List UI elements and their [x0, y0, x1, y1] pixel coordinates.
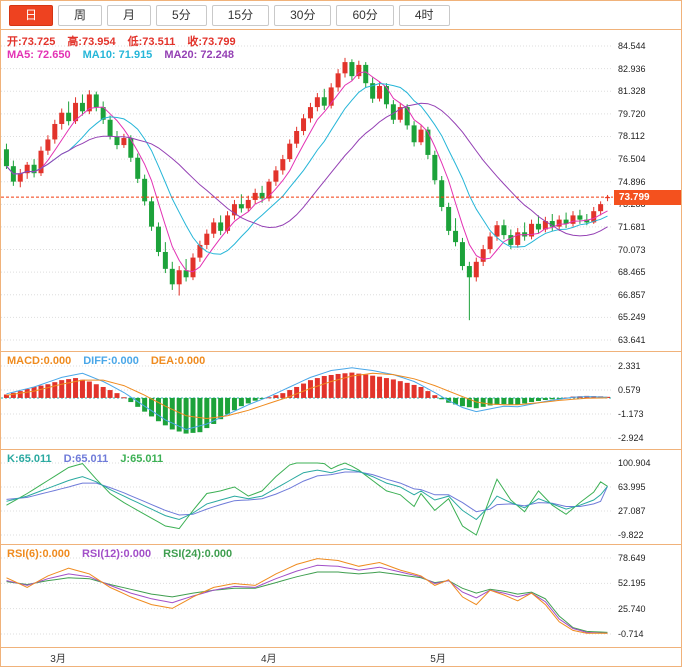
legend-item: MA10: 71.915 — [82, 49, 153, 61]
y-axis-label: 78.112 — [618, 131, 645, 142]
y-axis-label: 27.087 — [618, 505, 646, 516]
y-axis-label: -0.714 — [618, 629, 644, 639]
candlestick-chart[interactable] — [1, 30, 681, 350]
y-axis-label: 71.681 — [618, 221, 646, 232]
y-axis-label: 84.544 — [618, 41, 646, 51]
x-axis-month-label: 4月 — [261, 654, 277, 665]
y-axis-label: 82.936 — [618, 63, 646, 74]
ohlc-legend: 开:73.725 高:73.954 低:73.511 收:73.799 — [7, 33, 248, 49]
legend-item: RSI(24):0.000 — [163, 548, 233, 560]
timeframe-tab-1[interactable]: 周 — [58, 4, 103, 26]
y-axis-label: 2.331 — [618, 361, 641, 371]
y-axis-label: 81.328 — [618, 86, 646, 97]
x-axis-month-label: 5月 — [430, 654, 446, 665]
timeframe-tab-3[interactable]: 5分 — [156, 4, 207, 26]
legend-item: 低:73.511 — [127, 36, 176, 48]
legend-item: DEA:0.000 — [150, 355, 206, 367]
kdj-panel: K:65.011 D:65.011 J:65.011 100.904 63.995 27… — [0, 450, 682, 545]
y-axis-label: 74.896 — [618, 176, 646, 187]
macd-panel: MACD:0.000 DIFF:0.000 DEA:0.000 2.331 0.579… — [0, 352, 682, 450]
y-axis-label: 100.904 — [618, 458, 651, 468]
x-axis: 3月 4月 5月 — [0, 648, 682, 667]
y-axis-label: 63.641 — [618, 335, 646, 345]
legend-item: MACD:0.000 — [7, 355, 72, 367]
timeframe-tab-6[interactable]: 60分 — [336, 4, 394, 26]
y-axis-label: -1.173 — [618, 409, 644, 419]
y-axis-label: 70.073 — [618, 244, 646, 255]
y-axis-label: -2.924 — [618, 433, 644, 443]
legend-item: RSI(12):0.000 — [81, 548, 152, 560]
y-axis-label: 78.649 — [618, 553, 646, 563]
x-axis-month-label: 3月 — [50, 654, 66, 665]
y-axis-label: 65.249 — [618, 312, 646, 323]
rsi-panel: RSI(6):0.000 RSI(12):0.000 RSI(24):0.000 7… — [0, 545, 682, 648]
y-axis-label: 63.995 — [618, 482, 646, 492]
legend-item: 开:73.725 — [7, 36, 56, 48]
timeframe-tab-0[interactable]: 日 — [9, 4, 54, 26]
legend-item: 收:73.799 — [187, 36, 236, 48]
macd-legend: MACD:0.000 DIFF:0.000 DEA:0.000 — [7, 355, 217, 367]
timeframe-toolbar: 日周月 5分 15分 30分 60分 4时 — [0, 0, 682, 30]
y-axis-label: 76.504 — [618, 154, 646, 165]
rsi-chart[interactable] — [1, 545, 681, 646]
main-chart-panel: 开:73.725 高:73.954 低:73.511 收:73.799 MA5: 72… — [0, 30, 682, 352]
timeframe-tab-5[interactable]: 30分 — [274, 4, 332, 26]
y-axis-label: 66.857 — [618, 289, 646, 300]
legend-item: D:65.011 — [63, 453, 109, 465]
y-axis-label: 52.195 — [618, 578, 646, 589]
timeframe-tab-2[interactable]: 月 — [107, 4, 152, 26]
kdj-legend: K:65.011 D:65.011 J:65.011 — [7, 453, 175, 465]
legend-item: DIFF:0.000 — [83, 355, 139, 367]
legend-item: K:65.011 — [7, 453, 52, 465]
kdj-chart[interactable] — [1, 450, 681, 543]
legend-item: MA20: 72.248 — [164, 49, 235, 61]
legend-item: MA5: 72.650 — [7, 49, 71, 61]
legend-item: RSI(6):0.000 — [7, 548, 70, 560]
y-axis-label: 68.465 — [618, 267, 646, 278]
ma-legend: MA5: 72.650 MA10: 71.915 MA20: 72.248 — [7, 49, 246, 61]
last-price-tag: 73.799 — [614, 190, 681, 206]
timeframe-tab-4[interactable]: 15分 — [211, 4, 270, 26]
y-axis-label: 25.740 — [618, 603, 646, 614]
rsi-legend: RSI(6):0.000 RSI(12):0.000 RSI(24):0.000 — [7, 548, 244, 560]
timeframe-tab-7[interactable]: 4时 — [398, 4, 450, 26]
legend-item: 高:73.954 — [67, 36, 116, 48]
legend-item: J:65.011 — [120, 453, 164, 465]
macd-chart[interactable] — [1, 352, 681, 448]
y-axis-label: 79.720 — [618, 108, 646, 119]
y-axis-label: -9.822 — [618, 530, 644, 540]
y-axis-label: 0.579 — [618, 385, 641, 395]
